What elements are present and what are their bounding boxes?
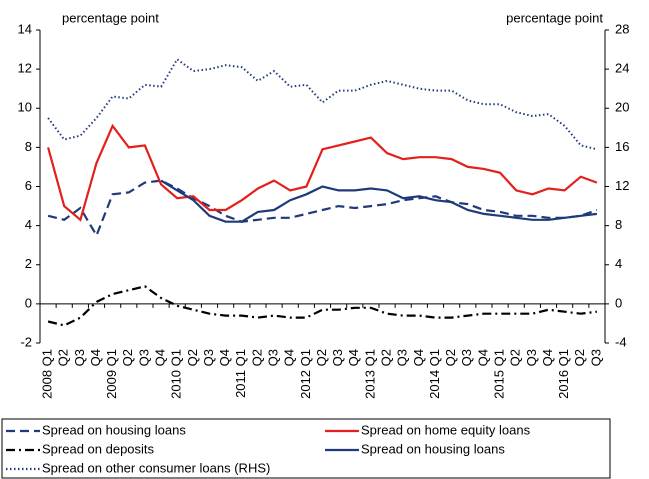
legend-label: Spread on deposits: [42, 441, 155, 456]
x-tick-label: Q2: [572, 349, 587, 366]
x-tick-label: Q2: [56, 349, 71, 366]
y-tick-label: 12: [18, 61, 32, 76]
x-tick-label: 2009 Q1: [104, 349, 119, 399]
legend-label: Spread on home equity loans: [361, 422, 531, 437]
x-tick-label: Q4: [88, 349, 103, 366]
x-tick-label: Q2: [314, 349, 329, 366]
x-tick-label: Q4: [475, 349, 490, 366]
x-tick-label: Q3: [266, 349, 281, 366]
y2-tick-label: 28: [615, 21, 629, 36]
x-tick-label: Q4: [217, 349, 232, 366]
legend-label: Spread on housing loans: [361, 441, 505, 456]
y2-tick-label: 4: [615, 256, 622, 271]
x-tick-label: Q3: [588, 349, 603, 366]
y-tick-label: 6: [25, 178, 32, 193]
x-tick-label: Q3: [395, 349, 410, 366]
x-tick-label: Q2: [443, 349, 458, 366]
x-tick-label: 2014 Q1: [427, 349, 442, 399]
x-tick-label: Q2: [508, 349, 523, 366]
y2-tick-label: 12: [615, 178, 629, 193]
x-tick-label: 2015 Q1: [492, 349, 507, 399]
x-tick-label: Q2: [120, 349, 135, 366]
x-tick-label: Q4: [346, 349, 361, 366]
x-tick-label: 2013 Q1: [362, 349, 377, 399]
y-tick-label: 14: [18, 21, 32, 36]
x-tick-label: Q2: [379, 349, 394, 366]
y2-tick-label: 16: [615, 139, 629, 154]
x-tick-label: Q3: [330, 349, 345, 366]
x-tick-label: 2016 Q1: [556, 349, 571, 399]
x-tick-label: Q2: [249, 349, 264, 366]
x-tick-label: Q3: [524, 349, 539, 366]
series-line: [47, 179, 598, 238]
legend-box: [1, 418, 611, 479]
y2-tick-label: 20: [615, 100, 629, 115]
y-tick-label: 10: [18, 100, 32, 115]
x-tick-label: Q4: [282, 349, 297, 366]
x-tick-label: 2010 Q1: [169, 349, 184, 399]
y2-tick-label: -4: [615, 334, 627, 349]
x-tick-label: 2011 Q1: [233, 349, 248, 398]
x-tick-label: Q3: [136, 349, 151, 366]
x-tick-label: Q3: [201, 349, 216, 366]
y2-tick-label: 0: [615, 295, 622, 310]
y-unit-label: percentage point: [62, 10, 159, 25]
y2-tick-label: 8: [615, 217, 622, 232]
y2-unit-label: percentage point: [506, 10, 603, 25]
x-tick-label: Q3: [72, 349, 87, 366]
series-line: [47, 123, 598, 222]
series-line: [160, 179, 598, 223]
x-tick-label: Q2: [185, 349, 200, 366]
series-line: [47, 57, 598, 151]
y-tick-label: 4: [25, 217, 32, 232]
y-tick-label: -2: [20, 334, 32, 349]
y2-tick-label: 24: [615, 61, 629, 76]
y-tick-label: 0: [25, 295, 32, 310]
x-tick-label: 2008 Q1: [40, 349, 55, 399]
y-tick-label: 8: [25, 139, 32, 154]
legend-label: Spread on housing loans: [42, 422, 186, 437]
x-tick-label: Q4: [153, 349, 168, 366]
x-tick-label: 2012 Q1: [298, 349, 313, 399]
x-tick-label: Q4: [540, 349, 555, 366]
legend-label: Spread on other consumer loans (RHS): [42, 460, 270, 475]
x-tick-label: Q4: [411, 349, 426, 366]
series-line: [47, 285, 598, 327]
y-tick-label: 2: [25, 256, 32, 271]
x-tick-label: Q3: [459, 349, 474, 366]
